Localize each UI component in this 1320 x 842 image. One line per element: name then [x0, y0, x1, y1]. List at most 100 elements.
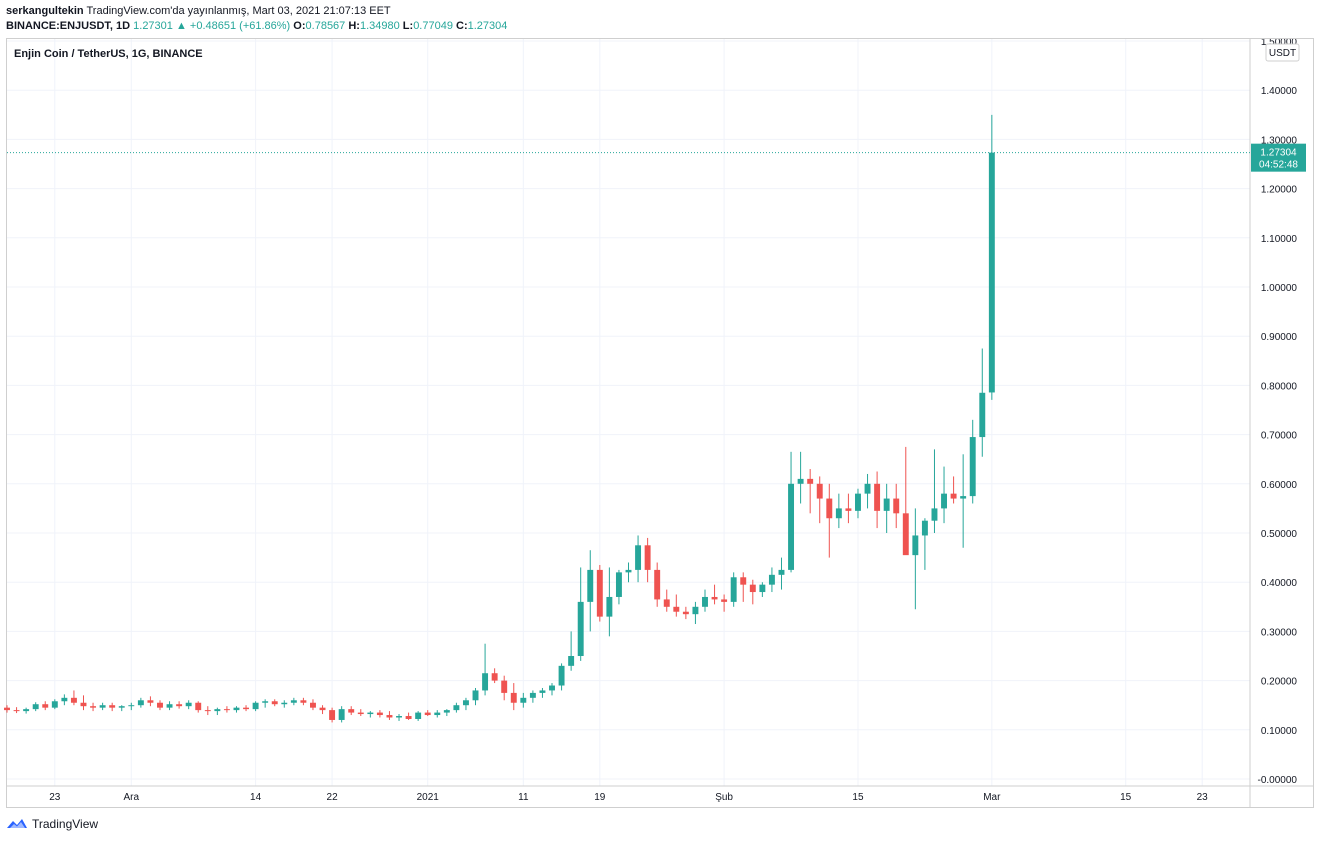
- candle[interactable]: [185, 700, 192, 710]
- candle[interactable]: [80, 695, 87, 711]
- candle[interactable]: [23, 707, 30, 714]
- candle[interactable]: [596, 564, 603, 622]
- candle[interactable]: [931, 449, 938, 533]
- candle[interactable]: [300, 697, 307, 706]
- candle[interactable]: [348, 706, 355, 716]
- candle[interactable]: [539, 687, 546, 698]
- candle[interactable]: [70, 690, 77, 706]
- candle[interactable]: [42, 701, 49, 711]
- candle[interactable]: [4, 705, 10, 713]
- candle[interactable]: [99, 702, 106, 711]
- candle[interactable]: [214, 707, 221, 716]
- candle[interactable]: [396, 714, 402, 721]
- candle[interactable]: [797, 451, 804, 504]
- candle[interactable]: [329, 707, 336, 723]
- candle[interactable]: [855, 488, 861, 519]
- candle[interactable]: [13, 707, 20, 714]
- candle[interactable]: [386, 711, 393, 720]
- candle[interactable]: [625, 562, 632, 583]
- candle[interactable]: [501, 675, 508, 701]
- candle[interactable]: [740, 572, 747, 602]
- candle[interactable]: [644, 537, 651, 583]
- candle[interactable]: [90, 702, 97, 712]
- candle[interactable]: [310, 699, 316, 711]
- candle[interactable]: [826, 483, 833, 558]
- candle[interactable]: [32, 702, 39, 712]
- candle[interactable]: [147, 696, 154, 707]
- candle[interactable]: [462, 697, 469, 711]
- candle[interactable]: [749, 579, 756, 605]
- candle[interactable]: [921, 518, 928, 570]
- candle[interactable]: [663, 589, 670, 612]
- candle[interactable]: [262, 699, 269, 708]
- candle[interactable]: [157, 700, 163, 711]
- candle[interactable]: [778, 557, 785, 590]
- candle[interactable]: [271, 699, 278, 707]
- candle[interactable]: [376, 710, 383, 718]
- candle[interactable]: [510, 683, 517, 711]
- candle[interactable]: [988, 114, 995, 400]
- candle[interactable]: [176, 701, 183, 709]
- candle[interactable]: [673, 594, 680, 617]
- candle[interactable]: [721, 594, 728, 612]
- candle[interactable]: [472, 687, 479, 706]
- candle[interactable]: [568, 631, 575, 671]
- candle[interactable]: [807, 469, 814, 514]
- candle[interactable]: [816, 476, 823, 524]
- candle[interactable]: [883, 483, 890, 533]
- candle[interactable]: [443, 709, 450, 717]
- candle[interactable]: [587, 550, 594, 632]
- candle[interactable]: [482, 643, 489, 696]
- candle[interactable]: [453, 702, 460, 713]
- candle[interactable]: [845, 493, 852, 524]
- candle[interactable]: [166, 701, 173, 711]
- candle[interactable]: [558, 663, 565, 691]
- candle[interactable]: [874, 471, 881, 529]
- candle[interactable]: [195, 701, 202, 713]
- candle[interactable]: [654, 562, 661, 607]
- candle[interactable]: [682, 606, 689, 620]
- candle[interactable]: [109, 702, 116, 712]
- candle[interactable]: [491, 668, 498, 684]
- candle[interactable]: [835, 493, 842, 529]
- candle[interactable]: [730, 572, 737, 607]
- candle[interactable]: [118, 705, 125, 712]
- candle[interactable]: [137, 697, 144, 708]
- candle[interactable]: [434, 710, 441, 718]
- candle[interactable]: [711, 584, 718, 605]
- candle[interactable]: [969, 419, 976, 504]
- candle[interactable]: [223, 706, 230, 713]
- candle[interactable]: [864, 473, 871, 509]
- candle[interactable]: [367, 711, 374, 718]
- tradingview-logo-icon[interactable]: [6, 817, 28, 831]
- candle[interactable]: [415, 711, 422, 721]
- chart-frame[interactable]: [6, 38, 1314, 808]
- candle[interactable]: [424, 710, 431, 717]
- candle[interactable]: [635, 535, 642, 583]
- footer-brand[interactable]: TradingView: [32, 817, 99, 831]
- candle[interactable]: [941, 466, 947, 524]
- candle[interactable]: [252, 701, 259, 712]
- candle[interactable]: [290, 697, 297, 706]
- candle[interactable]: [357, 709, 364, 717]
- candle[interactable]: [243, 705, 250, 712]
- candle[interactable]: [692, 601, 699, 625]
- candle[interactable]: [319, 705, 326, 715]
- candle[interactable]: [233, 706, 240, 713]
- candle[interactable]: [960, 454, 967, 548]
- candle[interactable]: [549, 683, 555, 696]
- candle[interactable]: [702, 589, 708, 612]
- candle[interactable]: [51, 699, 58, 710]
- candle[interactable]: [950, 476, 957, 504]
- candle[interactable]: [529, 690, 536, 703]
- candle[interactable]: [615, 569, 622, 605]
- candle[interactable]: [405, 712, 412, 720]
- candle[interactable]: [61, 694, 68, 706]
- candle[interactable]: [979, 348, 986, 457]
- candle[interactable]: [281, 700, 288, 708]
- candle[interactable]: [128, 702, 135, 711]
- candle[interactable]: [338, 706, 345, 723]
- candle[interactable]: [893, 483, 900, 529]
- candle[interactable]: [902, 446, 909, 556]
